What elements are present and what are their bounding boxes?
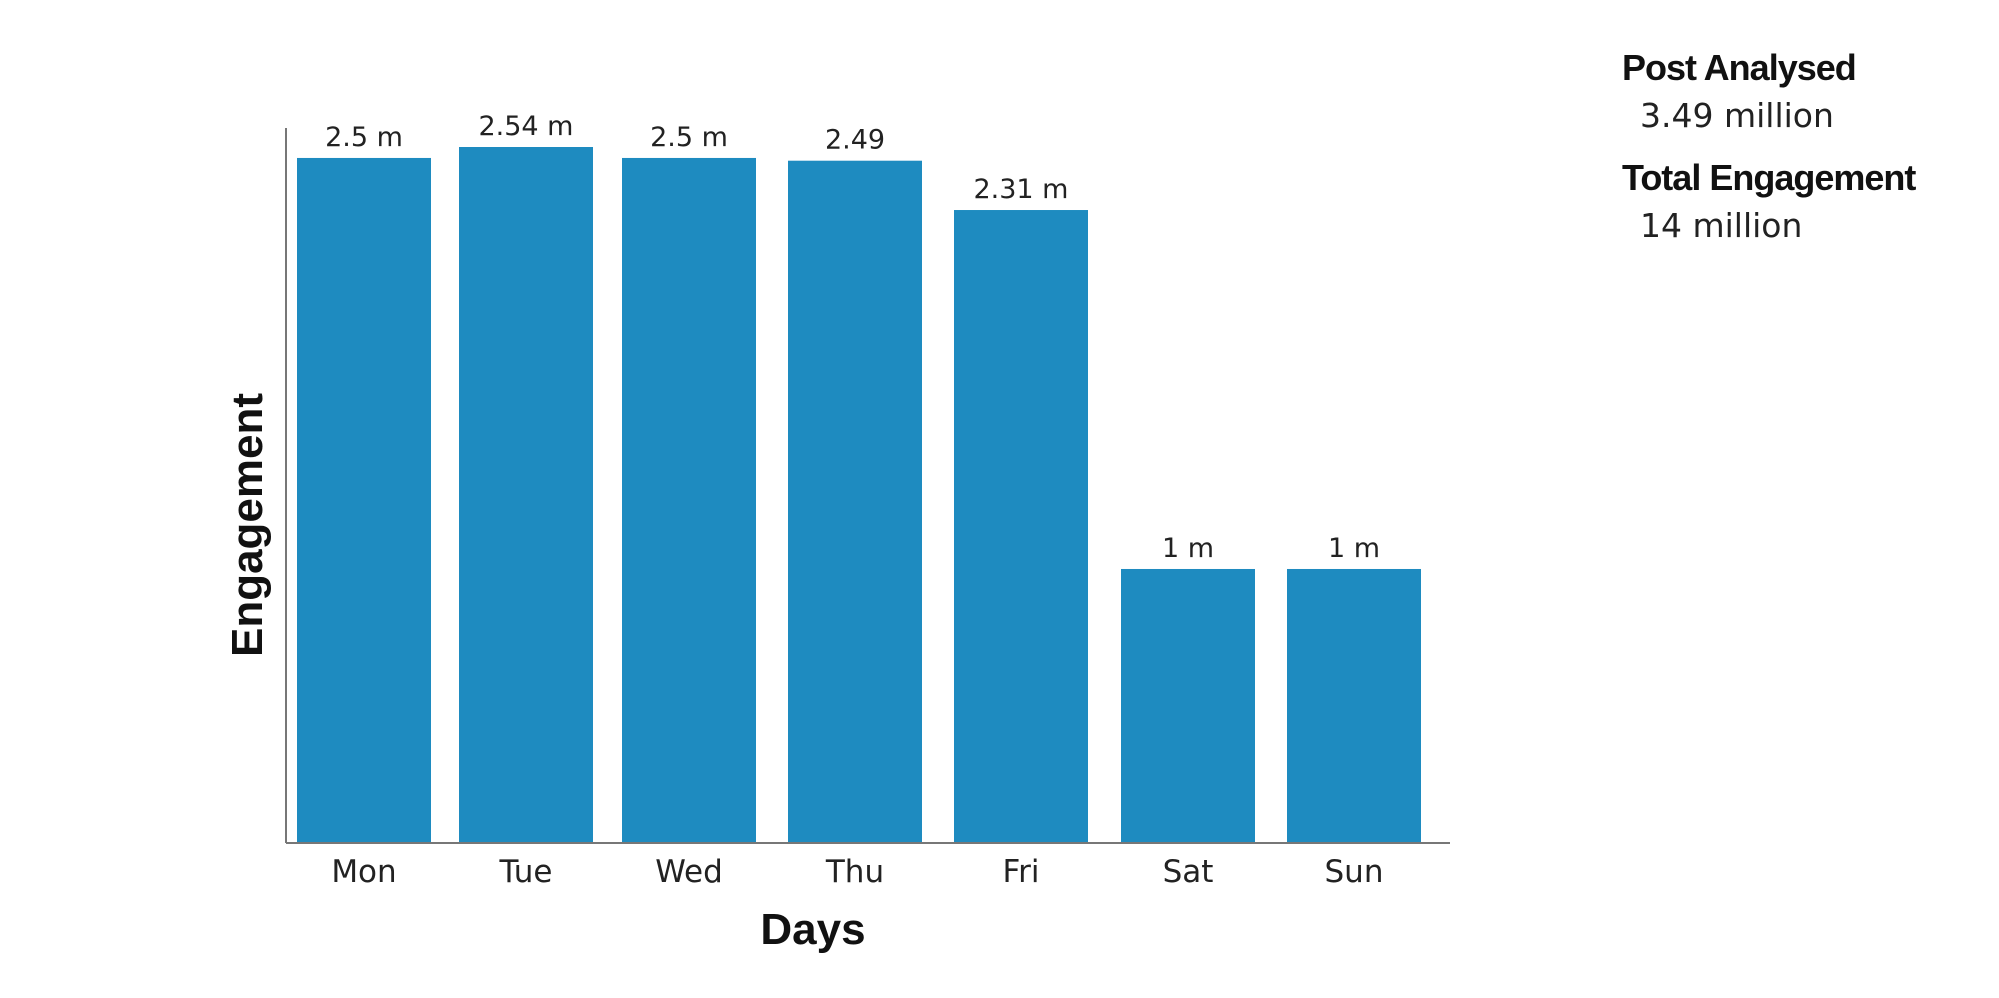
x-axis-title: Days (760, 905, 865, 954)
data-label-tue: 2.54 m (478, 111, 573, 142)
bars-group (297, 147, 1421, 843)
data-labels-group: 2.5 m 2.54 m 2.5 m 2.49 2.31 m 1 m 1 m (325, 111, 1380, 564)
data-label-thu: 2.49 (825, 125, 885, 156)
summary-panel: Post Analysed 3.49 million Total Engagem… (1622, 44, 1916, 264)
data-label-wed: 2.5 m (650, 122, 728, 153)
posts-analysed-value: 3.49 million (1640, 96, 1834, 135)
x-tick-labels-group: Mon Tue Wed Thu Fri Sat Sun (331, 854, 1383, 890)
bar-sun (1287, 568, 1421, 843)
bar-fri (954, 210, 1088, 843)
bar-thu (788, 160, 922, 843)
x-tick-label-tue: Tue (499, 854, 553, 890)
x-tick-label-mon: Mon (331, 854, 396, 890)
bar-wed (622, 157, 756, 843)
bar-tue (459, 147, 593, 843)
x-tick-label-wed: Wed (655, 854, 723, 890)
total-engagement-label: Total Engagement (1622, 157, 1916, 198)
bar-mon (297, 157, 431, 843)
x-tick-label-sat: Sat (1163, 854, 1214, 890)
data-label-fri: 2.31 m (973, 174, 1068, 205)
x-tick-label-fri: Fri (1003, 854, 1040, 890)
total-engagement-value: 14 million (1640, 206, 1803, 245)
x-tick-label-sun: Sun (1325, 854, 1384, 890)
x-tick-label-thu: Thu (825, 854, 884, 890)
bar-sat (1121, 568, 1255, 843)
data-label-mon: 2.5 m (325, 122, 403, 153)
posts-analysed-label: Post Analysed (1622, 47, 1857, 88)
data-label-sun: 1 m (1328, 533, 1380, 564)
data-label-sat: 1 m (1162, 533, 1214, 564)
y-axis-title: Engagement (223, 393, 272, 657)
